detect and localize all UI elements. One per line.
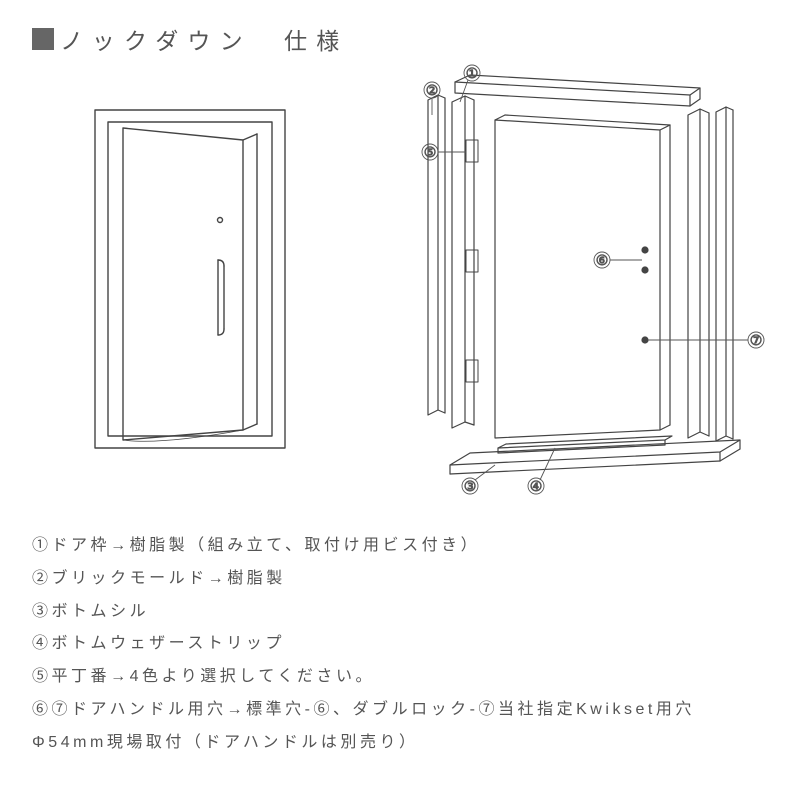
legend-item: ①ドア枠→樹脂製（組み立て、取付け用ビス付き） (32, 530, 768, 563)
assembled-door (95, 110, 285, 448)
legend-list: ①ドア枠→樹脂製（組み立て、取付け用ビス付き） ②ブリックモールド→樹脂製 ③ボ… (32, 530, 768, 760)
callout-2: ② (426, 82, 439, 98)
title-row: ノックダウン 仕様 (32, 22, 348, 56)
callout-5: ⑤ (424, 144, 437, 160)
callout-7: ⑦ (750, 332, 763, 348)
callout-3: ③ (464, 478, 477, 494)
title-square-icon (32, 28, 54, 50)
callout-4: ④ (530, 478, 543, 494)
page-title: ノックダウン 仕様 (60, 22, 348, 56)
legend-item: ③ボトムシル (32, 596, 768, 629)
legend-item: ⑥⑦ドアハンドル用穴→標準穴-⑥、ダブルロック-⑦当社指定Kwikset用穴Φ5… (32, 694, 768, 760)
callout-6: ⑥ (596, 252, 609, 268)
legend-item: ⑤平丁番→4色より選択してください。 (32, 661, 768, 694)
exploded-door (428, 75, 740, 474)
legend-item: ④ボトムウェザーストリップ (32, 628, 768, 661)
technical-diagram: ① ② ⑤ ⑥ ⑦ ③ ④ (0, 60, 800, 500)
callouts: ① ② ⑤ ⑥ ⑦ ③ ④ (422, 65, 764, 494)
legend-item: ②ブリックモールド→樹脂製 (32, 563, 768, 596)
callout-1: ① (466, 65, 479, 81)
